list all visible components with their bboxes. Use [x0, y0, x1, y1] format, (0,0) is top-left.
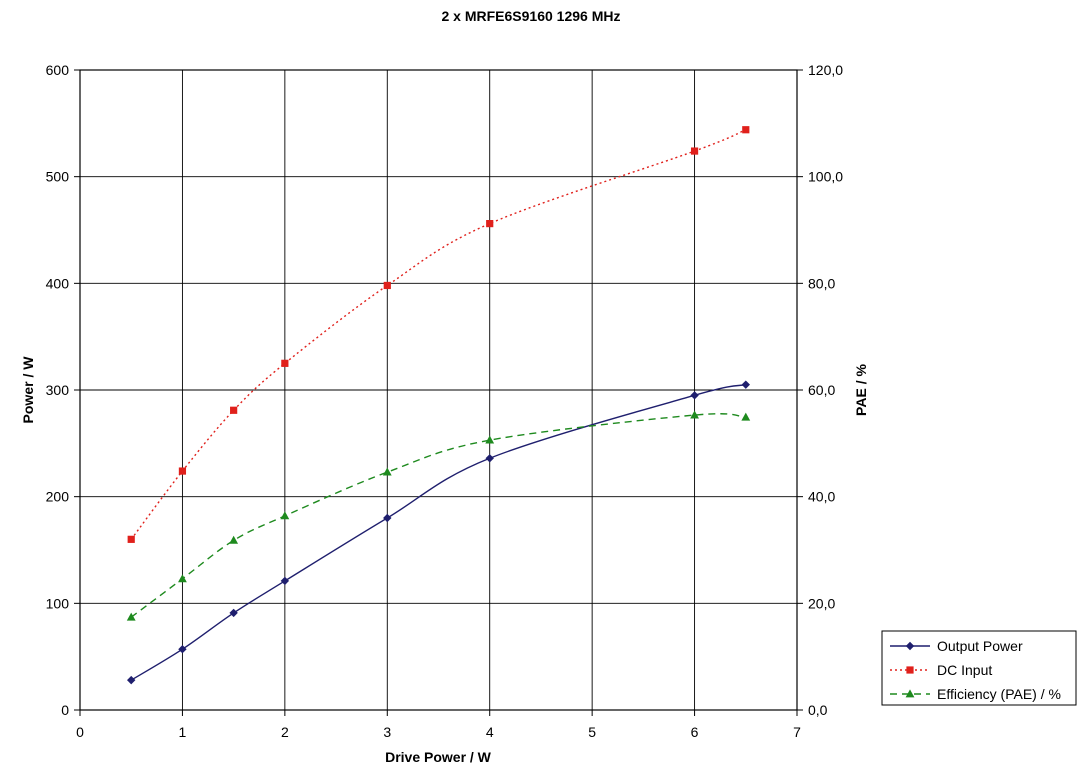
data-point	[126, 612, 136, 621]
legend-marker	[905, 641, 915, 651]
series-diamond	[127, 380, 750, 685]
data-point	[229, 608, 238, 618]
data-point	[486, 220, 494, 228]
right-tick-label: 20,0	[808, 595, 835, 611]
x-tick-label: 6	[691, 724, 699, 740]
x-tick-label: 4	[486, 724, 494, 740]
legend-label: DC Input	[937, 662, 992, 678]
legend-label: Output Power	[937, 638, 1023, 654]
series-line	[130, 413, 746, 618]
left-tick-label: 500	[46, 169, 70, 185]
data-point	[690, 391, 699, 400]
data-point	[229, 535, 239, 544]
x-tick-label: 7	[793, 724, 801, 740]
legend-marker	[906, 666, 914, 674]
x-tick-label: 3	[383, 724, 391, 740]
data-point	[230, 406, 238, 414]
data-point	[382, 467, 392, 476]
data-point	[178, 467, 187, 475]
x-tick-label: 2	[281, 724, 289, 740]
x-axis-label: Drive Power / W	[385, 749, 492, 765]
right-tick-label: 60,0	[808, 382, 835, 398]
left-tick-label: 300	[46, 382, 70, 398]
grid	[79, 69, 798, 711]
data-point	[280, 511, 290, 520]
series-triangle	[126, 410, 751, 621]
left-tick-label: 200	[46, 489, 70, 505]
data-point	[690, 410, 699, 419]
data-point	[178, 574, 187, 583]
legend-box	[881, 630, 1077, 706]
data-point	[383, 281, 391, 290]
right-axis-label: PAE / %	[853, 364, 869, 416]
legend: Output Power DC Input Efficiency (PAE) / %	[881, 630, 1077, 706]
data-point	[485, 435, 495, 444]
x-tick-label: 0	[76, 724, 84, 740]
left-axis-label: Power / W	[20, 356, 36, 424]
series-layer	[126, 126, 751, 685]
data-point	[741, 412, 751, 421]
left-tick-label: 400	[46, 275, 70, 291]
right-tick-label: 100,0	[808, 169, 843, 185]
legend-marker	[905, 689, 915, 698]
left-tick-label: 600	[46, 62, 70, 78]
left-axis-ticks: 0 100 200 300 400 500 600	[46, 62, 80, 718]
right-tick-label: 0,0	[808, 702, 828, 718]
right-tick-label: 120,0	[808, 62, 843, 78]
series-line	[130, 383, 746, 681]
right-tick-label: 40,0	[808, 489, 835, 505]
data-point	[383, 513, 392, 523]
series-line	[130, 129, 747, 540]
data-point	[281, 359, 289, 367]
x-tick-label: 5	[588, 724, 596, 740]
data-point	[485, 454, 494, 463]
right-tick-label: 80,0	[808, 275, 835, 291]
data-point	[178, 645, 187, 654]
data-point	[690, 147, 699, 155]
data-point	[742, 126, 750, 134]
right-axis-ticks: 0,0 20,0 40,0 60,0 80,0 100,0 120,0	[797, 62, 843, 718]
data-point	[127, 675, 136, 685]
data-point	[280, 576, 290, 586]
legend-label: Efficiency (PAE) / %	[937, 686, 1061, 702]
left-tick-label: 100	[46, 595, 70, 611]
data-point	[127, 535, 135, 543]
series-square	[127, 126, 750, 543]
data-point	[741, 380, 750, 389]
chart-title: 2 x MRFE6S9160 1296 MHz	[442, 8, 621, 24]
x-axis-ticks: 0 1 2 3 4 5 6 7	[76, 710, 801, 740]
left-tick-label: 0	[61, 702, 69, 718]
x-tick-label: 1	[179, 724, 187, 740]
